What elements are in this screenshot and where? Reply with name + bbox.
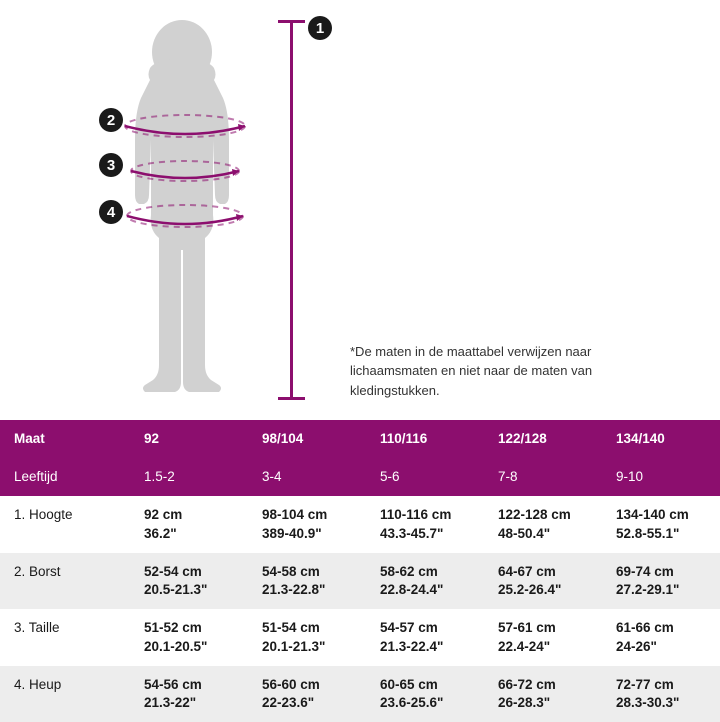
row-label: 1. Hoogte [0,496,130,552]
table-row: 2. Borst 52-54 cm20.5-21.3" 54-58 cm21.3… [0,553,720,609]
size-cell: 98-104 cm389-40.9" [248,496,366,552]
size-cell: 61-66 cm24-26" [602,609,720,665]
header-row-age: Leeftijd 1.5-2 3-4 5-6 7-8 9-10 [0,458,720,496]
hip-ellipse [120,202,250,230]
size-cell: 51-54 cm20.1-21.3" [248,609,366,665]
table-header: Maat 92 98/104 110/116 122/128 134/140 L… [0,420,720,496]
header-cell: 110/116 [366,420,484,458]
marker-chest: 2 [99,108,123,132]
header-cell: 122/128 [484,420,602,458]
measurement-diagram: 1 2 3 4 *De maten in de maattabel verwij… [0,0,720,420]
size-cell: 92 cm36.2" [130,496,248,552]
table-row: 3. Taille 51-52 cm20.1-20.5" 51-54 cm20.… [0,609,720,665]
size-cell: 52-54 cm20.5-21.3" [130,553,248,609]
header-cell: 9-10 [602,458,720,496]
size-cell: 56-60 cm22-23.6" [248,666,366,722]
header-cell: 134/140 [602,420,720,458]
header-cell: 3-4 [248,458,366,496]
size-cell: 134-140 cm52.8-55.1" [602,496,720,552]
header-cell: 1.5-2 [130,458,248,496]
header-label: Maat [0,420,130,458]
size-cell: 54-57 cm21.3-22.4" [366,609,484,665]
marker-hip: 4 [99,200,123,224]
row-label: 4. Heup [0,666,130,722]
table-row: 1. Hoogte 92 cm36.2" 98-104 cm389-40.9" … [0,496,720,552]
row-label: 3. Taille [0,609,130,665]
table-row: 4. Heup 54-56 cm21.3-22" 56-60 cm22-23.6… [0,666,720,722]
size-cell: 110-116 cm43.3-45.7" [366,496,484,552]
header-label: Leeftijd [0,458,130,496]
header-cell: 98/104 [248,420,366,458]
size-cell: 72-77 cm28.3-30.3" [602,666,720,722]
size-cell: 54-56 cm21.3-22" [130,666,248,722]
row-label: 2. Borst [0,553,130,609]
header-cell: 7-8 [484,458,602,496]
footnote: *De maten in de maattabel verwijzen naar… [350,342,640,401]
chest-ellipse [120,112,250,140]
marker-waist: 3 [99,153,123,177]
header-row-size: Maat 92 98/104 110/116 122/128 134/140 [0,420,720,458]
size-chart-table: Maat 92 98/104 110/116 122/128 134/140 L… [0,420,720,722]
size-cell: 51-52 cm20.1-20.5" [130,609,248,665]
size-cell: 69-74 cm27.2-29.1" [602,553,720,609]
marker-height: 1 [308,16,332,40]
header-cell: 5-6 [366,458,484,496]
header-cell: 92 [130,420,248,458]
size-cell: 54-58 cm21.3-22.8" [248,553,366,609]
size-cell: 64-67 cm25.2-26.4" [484,553,602,609]
size-cell: 60-65 cm23.6-25.6" [366,666,484,722]
waist-ellipse [120,157,250,185]
height-indicator [290,20,293,400]
size-cell: 66-72 cm26-28.3" [484,666,602,722]
size-cell: 122-128 cm48-50.4" [484,496,602,552]
size-cell: 58-62 cm22.8-24.4" [366,553,484,609]
size-cell: 57-61 cm22.4-24" [484,609,602,665]
